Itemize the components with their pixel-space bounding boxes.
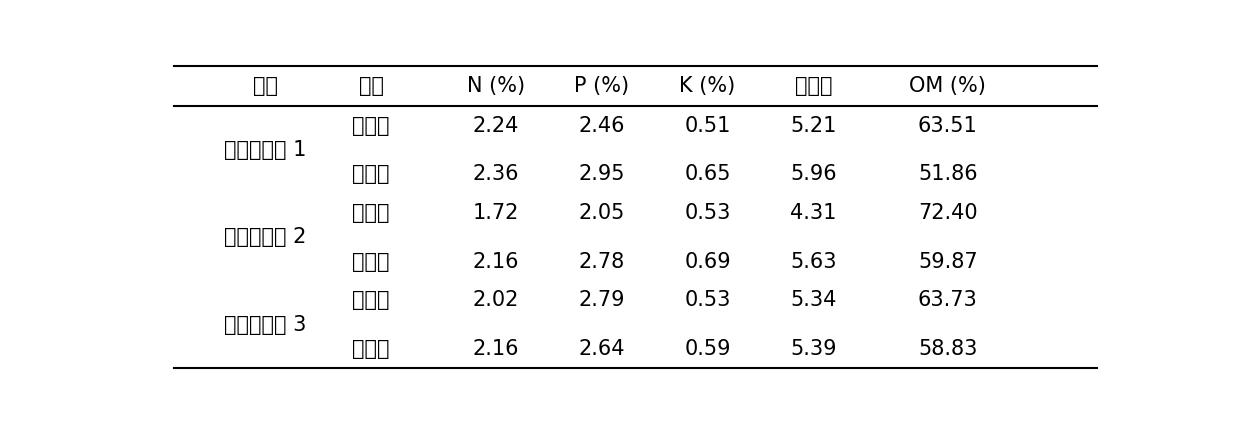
Text: 0.65: 0.65 [684,165,730,184]
Text: 51.86: 51.86 [918,165,977,184]
Text: 1.72: 1.72 [472,203,520,223]
Text: 5.63: 5.63 [790,252,837,272]
Text: 2.24: 2.24 [472,116,520,136]
Text: 2.79: 2.79 [579,290,625,310]
Text: 发酵后: 发酵后 [352,252,389,272]
Text: 具体实施例 2: 具体实施例 2 [224,227,306,247]
Text: 2.02: 2.02 [472,290,520,310]
Text: 2.78: 2.78 [579,252,625,272]
Text: 5.21: 5.21 [790,116,837,136]
Text: 具体实施例 1: 具体实施例 1 [224,140,306,160]
Text: 0.53: 0.53 [684,203,730,223]
Text: 发酵前: 发酵前 [352,116,389,136]
Text: 58.83: 58.83 [918,339,977,359]
Text: 发酵前: 发酵前 [352,203,389,223]
Text: 59.87: 59.87 [918,252,977,272]
Text: 总养分: 总养分 [795,76,832,96]
Text: 2.05: 2.05 [579,203,625,223]
Text: 5.34: 5.34 [790,290,837,310]
Text: 2.64: 2.64 [579,339,625,359]
Text: 2.16: 2.16 [472,252,520,272]
Text: 4.31: 4.31 [790,203,837,223]
Text: K (%): K (%) [680,76,735,96]
Text: 0.59: 0.59 [684,339,730,359]
Text: 0.51: 0.51 [684,116,730,136]
Text: 2.95: 2.95 [579,165,625,184]
Text: 具体实施例 3: 具体实施例 3 [224,315,306,335]
Text: 5.96: 5.96 [790,165,837,184]
Text: N (%): N (%) [467,76,526,96]
Text: P (%): P (%) [574,76,630,96]
Text: 2.36: 2.36 [472,165,520,184]
Text: 发酵前: 发酵前 [352,290,389,310]
Text: 0.53: 0.53 [684,290,730,310]
Text: 2.46: 2.46 [579,116,625,136]
Text: 63.51: 63.51 [918,116,977,136]
Text: 72.40: 72.40 [918,203,977,223]
Text: 5.39: 5.39 [790,339,837,359]
Text: 处理: 处理 [253,76,278,96]
Text: 发酵后: 发酵后 [352,339,389,359]
Text: OM (%): OM (%) [909,76,986,96]
Text: 63.73: 63.73 [918,290,977,310]
Text: 时间: 时间 [358,76,383,96]
Text: 发酵后: 发酵后 [352,165,389,184]
Text: 0.69: 0.69 [684,252,730,272]
Text: 2.16: 2.16 [472,339,520,359]
